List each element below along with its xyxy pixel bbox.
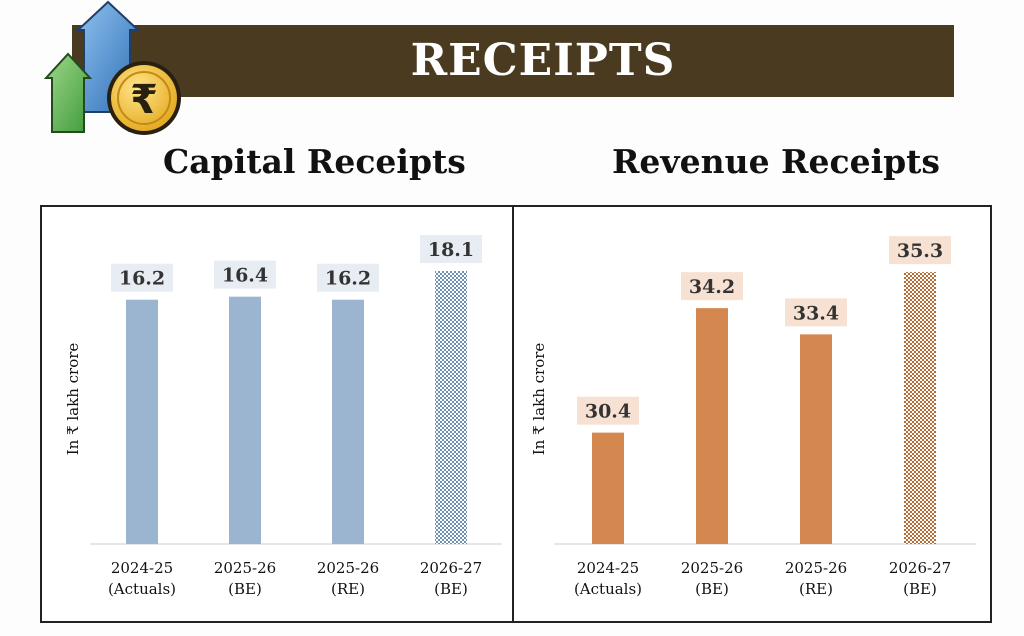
capital-receipts-title: Capital Receipts — [163, 142, 466, 181]
capital-category-label-4-line-1: 2026-27 — [420, 559, 482, 577]
capital-bar-4 — [435, 271, 467, 544]
revenue-value-label-bg-4 — [889, 236, 951, 265]
capital-receipts-chart: In ₹ lakh crore 16.2 2024-25 (Actuals) 16.4 2… — [40, 205, 514, 623]
revenue-bar-3 — [800, 334, 832, 544]
revenue-value-label-bg-3 — [785, 298, 847, 327]
capital-value-label-bg-4 — [420, 235, 482, 264]
capital-value-label-bg-2 — [214, 260, 276, 289]
capital-category-label-1-line-1: 2024-25 — [111, 559, 173, 577]
capital-y-axis-label: In ₹ lakh crore — [64, 343, 82, 456]
revenue-category-label-4-line-2: (BE) — [903, 580, 937, 598]
revenue-category-label-4-line-1: 2026-27 — [889, 559, 951, 577]
revenue-value-label-bg-1 — [577, 396, 639, 425]
capital-category-label-2-line-1: 2025-26 — [214, 559, 276, 577]
revenue-bar-1 — [592, 432, 624, 544]
revenue-value-label-4: 35.3 — [897, 240, 943, 262]
revenue-y-axis-label: In ₹ lakh crore — [530, 343, 548, 456]
revenue-bar-2 — [696, 308, 728, 544]
capital-value-label-1: 16.2 — [119, 268, 165, 290]
revenue-receipts-plot: In ₹ lakh crore 30.4 2024-25 (Actuals) 34.2 2… — [530, 236, 976, 598]
title-banner: RECEIPTS — [72, 25, 954, 97]
revenue-value-label-3: 33.4 — [793, 302, 839, 324]
page-title: RECEIPTS — [410, 35, 676, 86]
revenue-bar-4 — [904, 272, 936, 544]
capital-value-label-bg-1 — [111, 263, 173, 292]
revenue-receipts-chart: In ₹ lakh crore 30.4 2024-25 (Actuals) 34.2 2… — [512, 205, 992, 623]
capital-value-label-4: 18.1 — [428, 239, 474, 261]
capital-category-label-3-line-1: 2025-26 — [317, 559, 379, 577]
revenue-category-label-1-line-1: 2024-25 — [577, 559, 639, 577]
revenue-value-label-1: 30.4 — [585, 401, 631, 423]
revenue-category-label-2-line-2: (BE) — [695, 580, 729, 598]
capital-value-label-2: 16.4 — [222, 265, 268, 287]
revenue-category-label-2-line-1: 2025-26 — [681, 559, 743, 577]
capital-bar-1 — [126, 299, 158, 544]
revenue-category-label-3-line-2: (RE) — [799, 580, 833, 598]
capital-category-label-3-line-2: (RE) — [331, 580, 365, 598]
svg-text:₹: ₹ — [130, 77, 158, 123]
capital-category-label-4-line-2: (BE) — [434, 580, 468, 598]
rupee-coin-arrows-icon: ₹ — [44, 0, 181, 135]
capital-bar-2 — [229, 296, 261, 544]
capital-bar-3 — [332, 299, 364, 544]
revenue-value-label-bg-2 — [681, 272, 743, 301]
revenue-category-label-3-line-1: 2025-26 — [785, 559, 847, 577]
capital-receipts-plot: In ₹ lakh crore 16.2 2024-25 (Actuals) 16.4 2… — [64, 235, 502, 598]
capital-category-label-2-line-2: (BE) — [228, 580, 262, 598]
revenue-category-label-1-line-2: (Actuals) — [574, 580, 642, 598]
capital-category-label-1-line-2: (Actuals) — [108, 580, 176, 598]
capital-value-label-3: 16.2 — [325, 268, 371, 290]
revenue-value-label-2: 34.2 — [689, 276, 735, 298]
revenue-receipts-title: Revenue Receipts — [612, 142, 941, 181]
capital-value-label-bg-3 — [317, 263, 379, 292]
